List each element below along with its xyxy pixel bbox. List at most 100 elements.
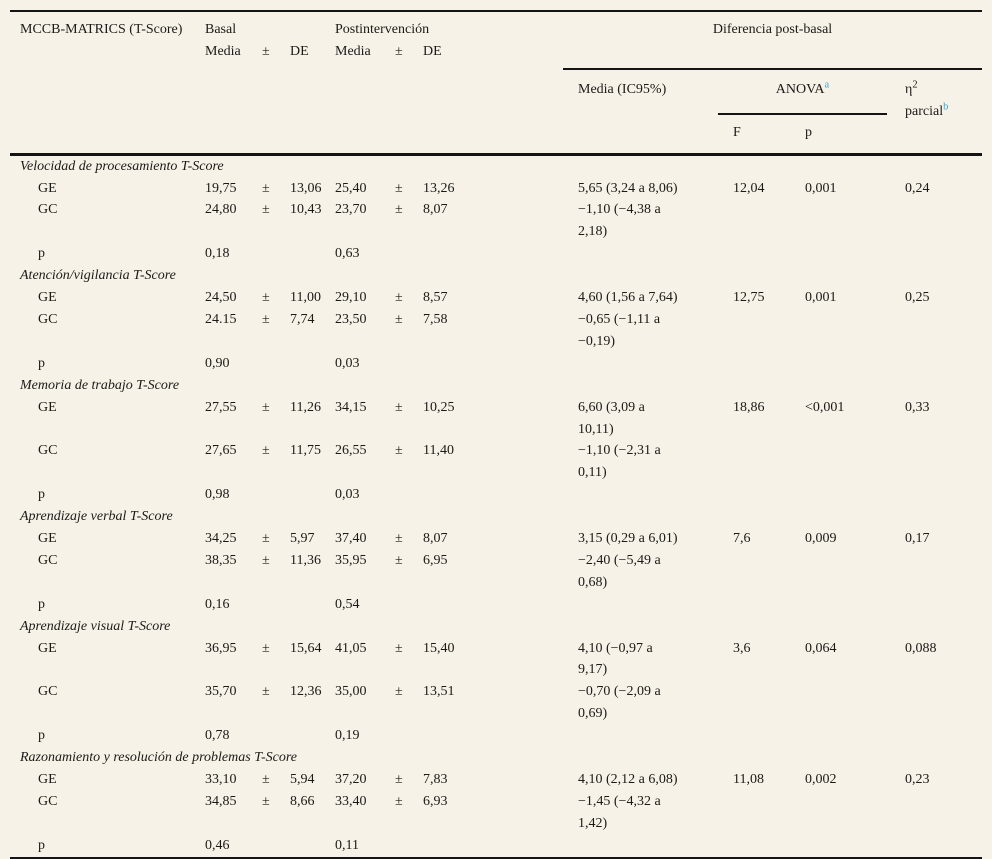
cell-post-plusminus	[385, 725, 413, 747]
mccb-matrics-results-table: MCCB-MATRICS (T-Score) Basal Postinterve…	[10, 10, 983, 859]
cell-basal-plusminus: ±	[262, 684, 270, 700]
cell-basal-media: 38,35	[205, 552, 237, 568]
cell-anova-f	[718, 835, 790, 858]
row-label: p	[38, 728, 45, 744]
cell-diff-media-ic95: 5,65 (3,24 a 8,06)	[578, 180, 678, 196]
cell-anova-f	[718, 484, 790, 506]
data-row-ge: GE 33,10 ±5,94 37,20 ±7,83 4,10 (2,12 a 6,08)…	[10, 769, 982, 791]
row-label: GE	[38, 772, 57, 787]
row-label: GE	[38, 640, 57, 656]
cell-diff-media-ic95: −1,45 (−4,32 a 1,42)	[578, 793, 661, 831]
eta-word: parcial	[905, 103, 944, 119]
cell-anova-p: 0,001	[805, 290, 837, 306]
cell-post-de: 6,93	[423, 793, 448, 809]
cell-diff-media-ic95: 3,15 (0,29 a 6,01)	[578, 531, 678, 547]
row-label: GC	[38, 311, 58, 327]
cell-post-plusminus	[385, 835, 413, 858]
cell-eta-parcial: 0,17	[905, 531, 930, 547]
cell-anova-f	[718, 199, 790, 243]
cell-diff-media-ic95	[563, 594, 718, 616]
header-basal-media: Media	[205, 43, 241, 59]
cell-post-de: 10,25	[423, 399, 455, 415]
cell-post-plusminus: ±	[395, 399, 403, 415]
table-body: Velocidad de procesamiento T-Score GE 19,7…	[10, 154, 982, 858]
cell-post-media: 34,15	[335, 399, 367, 415]
footnote-a-link[interactable]: a	[824, 79, 830, 91]
cell-post-plusminus: ±	[395, 684, 403, 700]
cell-basal-plusminus: ±	[262, 772, 270, 787]
cell-anova-f: 3,6	[733, 640, 751, 656]
header-row-diff-subgroups: Media (IC95%) ANOVAa η2 parcialb	[10, 68, 983, 156]
cell-basal-plusminus: ±	[262, 793, 270, 809]
cell-post-de: 8,57	[423, 290, 448, 306]
data-row-p: p 0,98 0,03	[10, 484, 982, 506]
cell-anova-p	[790, 309, 887, 353]
cell-diff-media-ic95	[563, 835, 718, 858]
cell-post-de: 11,40	[423, 443, 454, 459]
cell-basal-de	[280, 484, 325, 506]
cell-anova-p: 0,009	[805, 531, 837, 547]
cell-diff-media-ic95	[563, 484, 718, 506]
cell-basal-de: 11,00	[290, 290, 321, 306]
row-label: GC	[38, 443, 58, 459]
section-title-row: Velocidad de procesamiento T-Score	[10, 154, 982, 177]
cell-post-de	[413, 484, 563, 506]
cell-diff-media-ic95: 6,60 (3,09 a 10,11)	[578, 399, 645, 437]
section-title: Memoria de trabajo T-Score	[20, 377, 180, 393]
cell-anova-p	[790, 594, 887, 616]
cell-basal-media: 34,85	[205, 793, 237, 809]
cell-post-plusminus	[385, 484, 413, 506]
cell-basal-plusminus	[252, 725, 280, 747]
cell-post-de	[413, 243, 563, 265]
row-label: GC	[38, 202, 58, 218]
cell-basal-de: 13,06	[290, 180, 322, 196]
cell-anova-f	[718, 594, 790, 616]
cell-basal-media: 27,55	[205, 399, 237, 415]
header-post-de: DE	[423, 43, 442, 59]
cell-anova-p	[790, 791, 887, 835]
cell-eta-parcial: 0,25	[905, 290, 930, 306]
cell-anova-f	[718, 550, 790, 594]
cell-post-media: 29,10	[335, 290, 367, 306]
cell-basal-plusminus: ±	[262, 531, 270, 547]
data-row-p: p 0,78 0,19	[10, 725, 982, 747]
table-header: MCCB-MATRICS (T-Score) Basal Postinterve…	[10, 11, 983, 156]
cell-basal-de: 8,66	[290, 793, 315, 809]
cell-anova-f	[718, 243, 790, 265]
cell-post-de: 13,51	[423, 684, 455, 700]
cell-post-media: 0,03	[335, 355, 360, 371]
cell-anova-f	[718, 309, 790, 353]
header-row-groups: MCCB-MATRICS (T-Score) Basal Postinterve…	[10, 11, 983, 156]
cell-post-plusminus: ±	[395, 290, 403, 306]
data-row-ge: GE 36,95 ±15,64 41,05 ±15,40 4,10 (−0,97 a 9,…	[10, 638, 982, 682]
cell-eta-parcial	[887, 681, 982, 725]
section-title: Velocidad de procesamiento T-Score	[20, 158, 224, 174]
cell-basal-plusminus: ±	[262, 443, 270, 459]
section-title: Aprendizaje verbal T-Score	[20, 509, 173, 525]
cell-diff-media-ic95	[563, 243, 718, 265]
cell-post-media: 35,00	[335, 684, 367, 700]
cell-post-plusminus: ±	[395, 311, 403, 327]
cell-anova-p	[790, 199, 887, 243]
cell-eta-parcial	[887, 550, 982, 594]
cell-basal-de: 11,75	[290, 443, 321, 459]
cell-basal-media: 0,78	[205, 728, 230, 744]
header-media-ic95: Media (IC95%)	[563, 68, 718, 156]
cell-diff-media-ic95: 4,10 (−0,97 a 9,17)	[578, 640, 653, 678]
cell-eta-parcial	[887, 243, 982, 265]
footnote-b-link[interactable]: b	[943, 101, 949, 113]
data-row-gc: GC 38,35 ±11,36 35,95 ±6,95 −2,40 (−5,49 a 0,…	[10, 550, 982, 594]
data-row-p: p 0,16 0,54	[10, 594, 982, 616]
cell-basal-plusminus: ±	[262, 399, 270, 415]
header-post-plusminus: ±	[395, 43, 403, 59]
cell-post-plusminus: ±	[395, 531, 403, 547]
cell-basal-de	[280, 353, 325, 375]
cell-eta-parcial: 0,33	[905, 399, 930, 415]
cell-post-plusminus: ±	[395, 443, 403, 459]
row-label: GE	[38, 180, 57, 196]
cell-eta-parcial	[887, 594, 982, 616]
header-eta-parcial: η2 parcialb	[887, 68, 983, 156]
cell-anova-f: 12,75	[733, 290, 765, 306]
section-title: Atención/vigilancia T-Score	[20, 268, 176, 284]
cell-basal-plusminus: ±	[262, 640, 270, 656]
